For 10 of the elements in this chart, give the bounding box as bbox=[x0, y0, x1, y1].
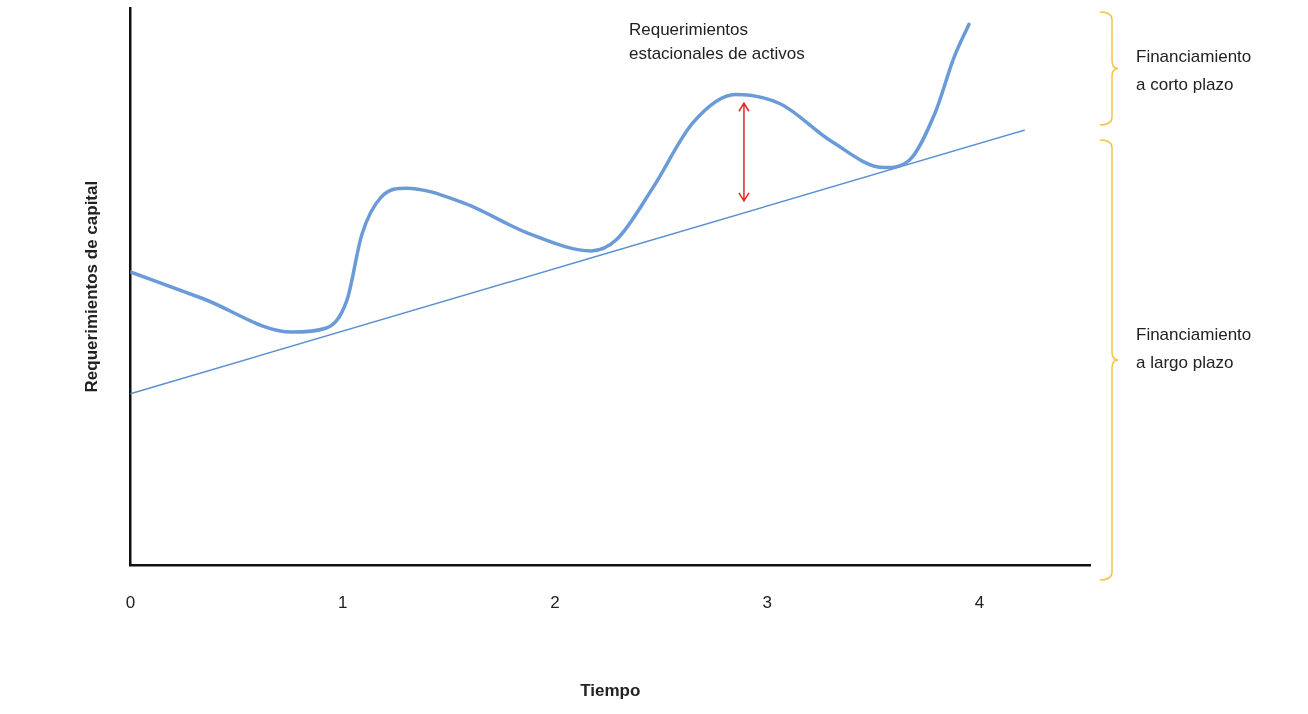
text: Financiamiento a corto plazo bbox=[1136, 47, 1252, 94]
x-axis-title: Tiempo bbox=[580, 681, 641, 701]
text: Financiamiento a largo plazo bbox=[1136, 325, 1252, 372]
x-tick-label: 4 bbox=[974, 593, 985, 613]
x-tick-label: 1 bbox=[337, 593, 348, 613]
x-tick-label: 3 bbox=[762, 593, 773, 613]
annotation: Requerimientos estacionales de activos bbox=[628, 20, 805, 64]
y-axis-title: Requerimientos de capital bbox=[81, 180, 101, 393]
x-tick-label: 0 bbox=[125, 593, 136, 613]
x-tick-label: 2 bbox=[550, 593, 560, 613]
